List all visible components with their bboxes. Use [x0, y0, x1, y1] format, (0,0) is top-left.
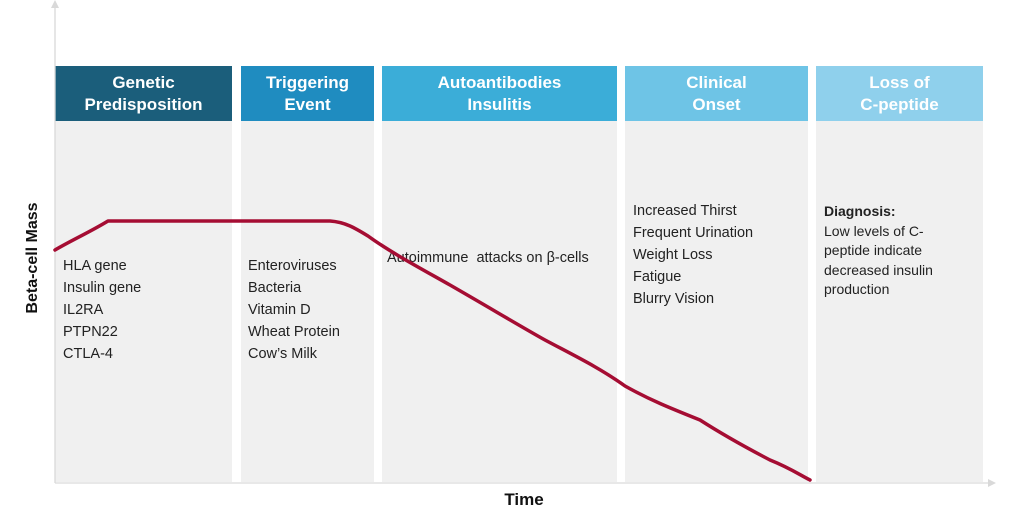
beta-cell-mass-curve: [53, 219, 812, 482]
stage-item: CTLA-4: [63, 346, 113, 362]
stage-item: Cow’s Milk: [248, 346, 318, 362]
stage-header-loss-of-c-peptide: Loss of C-peptide: [816, 66, 983, 121]
stage-column-genetic-predisposition: Genetic Predisposition HLA gene Insulin …: [55, 66, 232, 482]
stage-item: HLA gene: [63, 258, 127, 274]
stage-header-triggering-event: Triggering Event: [241, 66, 374, 121]
stage-items-triggering-event: Enteroviruses Bacteria Vitamin D Wheat P…: [248, 255, 340, 365]
stage-item: Insulin gene: [63, 280, 142, 296]
stage-item: IL2RA: [63, 302, 104, 318]
stage-item: Enteroviruses: [248, 258, 337, 274]
y-axis-arrowhead: [51, 0, 59, 8]
stage-item: Fatigue: [633, 269, 682, 285]
stage-item: Vitamin D: [248, 302, 311, 318]
stage-column-clinical-onset: Clinical Onset Increased Thirst Frequent…: [625, 66, 808, 482]
diagnosis-heading: Diagnosis:: [824, 203, 896, 219]
stage-items-clinical-onset: Increased Thirst Frequent Urination Weig…: [633, 200, 753, 310]
x-axis-arrowhead: [988, 479, 996, 487]
stage-item: decreased insulin: [824, 261, 933, 278]
stage-header-clinical-onset: Clinical Onset: [625, 66, 808, 121]
stage-items-loss-of-c-peptide: Diagnosis: Low levels of C- peptide indi…: [824, 202, 933, 300]
stage-item: PTPN22: [63, 324, 118, 340]
stage-column-loss-of-c-peptide: Loss of C-peptide Diagnosis: Low levels …: [816, 66, 983, 482]
stage-item: Blurry Vision: [633, 291, 715, 307]
stage-column-triggering-event: Triggering Event Enteroviruses Bacteria …: [241, 66, 374, 482]
stage-items-genetic-predisposition: HLA gene Insulin gene IL2RA PTPN22 CTLA-…: [63, 255, 141, 365]
stage-item: production: [824, 281, 890, 297]
stage-item: Bacteria: [248, 280, 302, 296]
y-axis-label: Beta-cell Mass: [24, 202, 41, 314]
stage-header-genetic-predisposition: Genetic Predisposition: [55, 66, 232, 121]
stage-item: Increased Thirst: [633, 203, 737, 219]
stage-item: Low levels of C-: [824, 222, 924, 239]
stage-item: Weight Loss: [633, 247, 713, 263]
stage-column-autoantibodies-insulitis: Autoantibodies Insulitis Autoimmune atta…: [382, 66, 617, 482]
stage-header-autoantibodies-insulitis: Autoantibodies Insulitis: [382, 66, 617, 121]
x-axis-label: Time: [504, 490, 544, 509]
stage-item: Frequent Urination: [633, 225, 754, 241]
stage-item: peptide indicate: [824, 242, 923, 258]
stage-item: Wheat Protein: [248, 324, 340, 340]
